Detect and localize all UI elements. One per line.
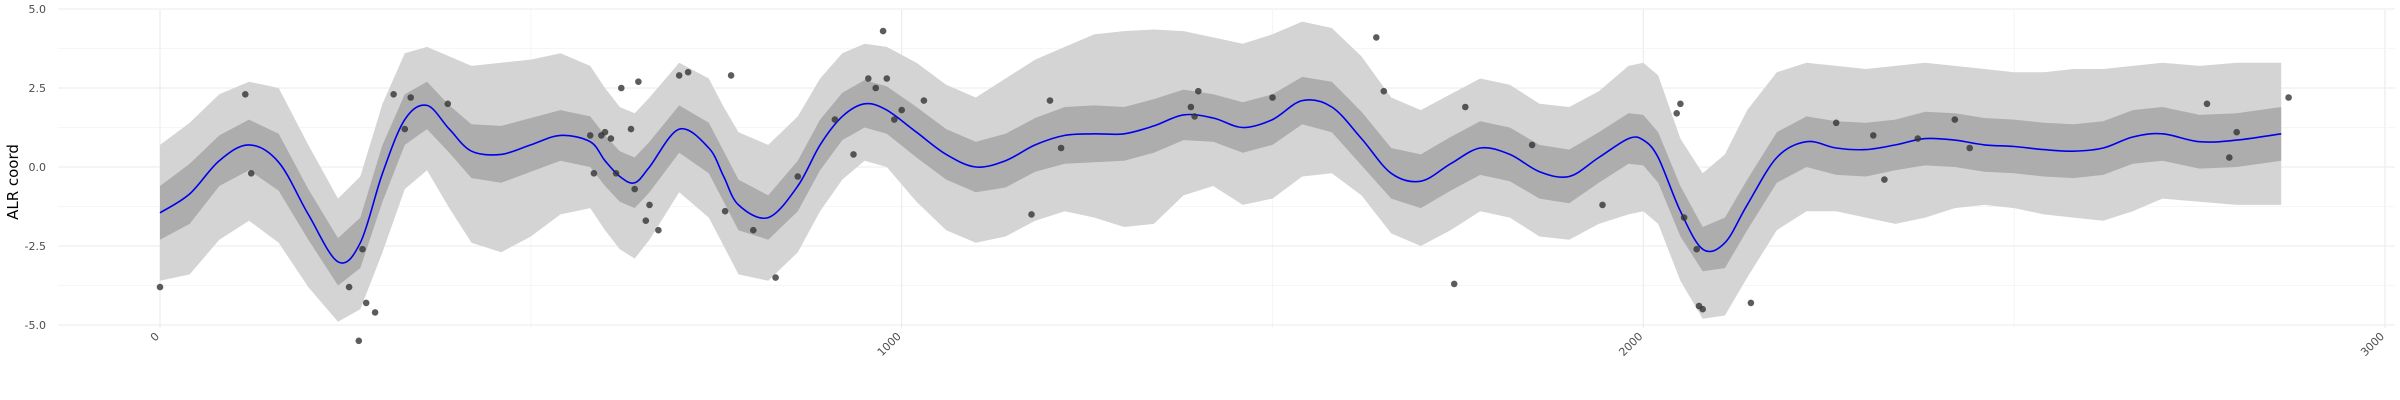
- data-point: [612, 170, 620, 177]
- data-point: [2203, 100, 2211, 108]
- data-point: [891, 116, 898, 123]
- data-point: [407, 94, 415, 101]
- y-tick-label: 5.0: [29, 3, 47, 16]
- data-point: [1373, 34, 1380, 41]
- x-tick-label: 1000: [875, 330, 904, 359]
- data-point: [635, 78, 642, 85]
- data-point: [345, 283, 353, 291]
- data-point: [772, 274, 779, 281]
- data-point: [920, 97, 928, 104]
- data-point: [1057, 144, 1065, 152]
- data-point: [684, 68, 692, 76]
- data-point: [2233, 128, 2240, 136]
- data-point: [1269, 94, 1276, 101]
- data-point: [618, 84, 625, 92]
- data-point: [1914, 135, 1922, 142]
- y-tick-label: -2.5: [25, 240, 46, 253]
- data-point: [590, 170, 598, 177]
- data-point: [727, 72, 735, 79]
- data-point: [865, 75, 872, 82]
- data-point: [1673, 110, 1680, 117]
- data-point: [401, 125, 409, 133]
- x-tick-label: 2000: [1616, 330, 1645, 359]
- data-point: [1693, 245, 1700, 253]
- data-point: [601, 128, 609, 136]
- data-point: [675, 72, 683, 79]
- data-point: [850, 151, 857, 158]
- outer-ribbon-layer: [160, 21, 2282, 322]
- y-axis-title: ALR coord: [4, 144, 22, 220]
- inner-ribbon: [160, 76, 2282, 286]
- data-point: [359, 245, 366, 253]
- data-point: [444, 100, 452, 108]
- data-point: [627, 125, 635, 133]
- data-point: [355, 337, 363, 345]
- data-point: [607, 135, 615, 142]
- data-point: [2226, 154, 2233, 161]
- data-point: [1599, 201, 1606, 209]
- data-point: [1870, 132, 1877, 139]
- data-point: [1951, 116, 1959, 123]
- data-point: [872, 84, 879, 92]
- data-point: [247, 170, 255, 177]
- data-point: [586, 132, 594, 139]
- data-point: [1380, 87, 1388, 95]
- data-point: [1881, 176, 1888, 183]
- data-point: [1747, 299, 1755, 307]
- mean-line: [159, 99, 2282, 264]
- data-point: [1832, 119, 1840, 127]
- data-point: [1028, 211, 1035, 218]
- data-point: [879, 27, 887, 35]
- y-tick-label: 0.0: [29, 161, 47, 174]
- data-point: [655, 226, 662, 234]
- data-point: [1528, 141, 1536, 149]
- data-point: [1195, 87, 1202, 95]
- outer-ribbon: [160, 21, 2282, 322]
- data-point: [362, 299, 370, 307]
- data-point: [242, 91, 249, 98]
- data-point: [1680, 214, 1688, 221]
- data-point: [631, 185, 638, 193]
- data-point: [794, 173, 802, 180]
- data-point: [831, 116, 839, 123]
- data-point: [642, 217, 650, 224]
- data-point: [156, 283, 164, 291]
- y-tick-label: 2.5: [29, 82, 47, 95]
- data-point: [2285, 94, 2292, 101]
- x-tick-label: 0: [148, 330, 162, 344]
- data-point: [1699, 305, 1706, 313]
- x-tick-labels: 0 1000 2000 3000: [148, 330, 2387, 359]
- data-point: [1191, 113, 1198, 120]
- data-point: [1187, 103, 1195, 111]
- data-point: [883, 75, 891, 82]
- y-tick-labels: -5.0 -2.5 0.0 2.5 5.0: [25, 3, 46, 332]
- data-point: [390, 91, 397, 98]
- data-point: [1677, 100, 1684, 108]
- data-point: [1046, 97, 1054, 104]
- data-point: [1450, 280, 1458, 288]
- data-point: [721, 207, 729, 215]
- x-tick-label: 3000: [2358, 330, 2387, 359]
- y-tick-label: -5.0: [25, 319, 46, 332]
- data-point: [1966, 144, 1973, 152]
- data-point: [1462, 103, 1469, 111]
- data-point: [371, 309, 379, 316]
- data-point: [646, 201, 653, 209]
- mean-line-layer: [159, 99, 2282, 264]
- inner-ribbon-layer: [160, 76, 2282, 286]
- observation-points-layer: [156, 27, 2292, 345]
- data-point: [750, 226, 757, 234]
- data-point: [898, 106, 905, 114]
